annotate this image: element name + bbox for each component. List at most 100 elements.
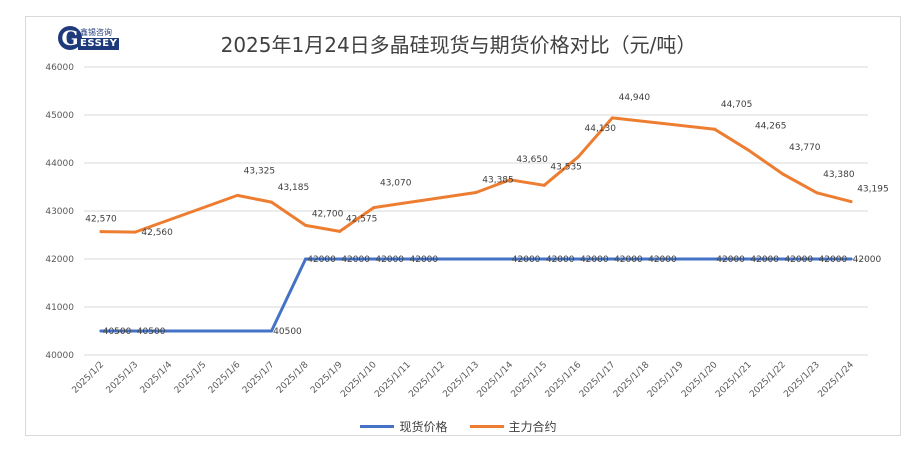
x-tick-label: 2025/1/15 [510,360,550,400]
data-label-futures: 44,130 [585,124,617,134]
data-point-futures [610,116,614,120]
data-point-spot [338,257,342,261]
x-tick-label: 2025/1/7 [241,360,277,396]
data-label-futures: 42,575 [346,214,378,224]
data-point-spot [406,257,410,261]
x-tick-label: 2025/1/3 [105,360,141,396]
logo-english-name: ESSEY [78,38,120,50]
y-tick-label: 40000 [45,351,74,361]
data-point-futures [133,230,137,234]
company-logo: G 鑫锡咨询 ESSEY [58,26,120,52]
y-tick-label: 44000 [45,159,74,169]
data-label-futures: 44,265 [755,121,787,131]
y-tick-label: 45000 [45,111,74,121]
data-label-futures: 43,195 [857,185,889,195]
data-point-spot [542,257,546,261]
x-tick-label: 2025/1/5 [173,360,209,396]
chart-frame [25,16,901,436]
data-point-spot [713,257,717,261]
logo-letter: G [58,26,82,50]
data-point-spot [781,257,785,261]
data-point-spot [849,257,853,261]
data-label-futures: 43,185 [278,183,310,193]
data-label-spot: 42000 [375,255,404,265]
y-tick-label: 42000 [45,255,74,265]
legend-swatch-spot [360,425,395,428]
data-point-futures [304,223,308,227]
data-point-futures [542,183,546,187]
data-label-spot: 42000 [716,255,745,265]
data-point-futures [781,172,785,176]
x-tick-label: 2025/1/17 [578,360,618,400]
data-label-spot: 42000 [580,255,609,265]
data-label-futures: 43,385 [482,176,514,186]
data-point-spot [99,329,103,333]
data-point-futures [269,200,273,204]
x-tick-label: 2025/1/24 [816,360,856,400]
x-tick-label: 2025/1/21 [714,360,754,400]
data-point-futures [815,191,819,195]
data-label-futures: 44,940 [619,93,651,103]
data-label-futures: 43,070 [380,179,412,189]
data-point-futures [372,206,376,210]
data-label-spot: 42000 [307,255,336,265]
x-tick-label: 2025/1/2 [71,360,107,396]
data-point-spot [815,257,819,261]
x-tick-label: 2025/1/9 [309,360,345,396]
data-label-futures: 43,650 [516,155,548,165]
legend: 现货价格 主力合约 [0,418,917,435]
legend-item-spot: 现货价格 [360,418,448,435]
data-label-spot: 40500 [137,327,166,337]
legend-label-spot: 现货价格 [399,420,448,434]
data-label-futures: 42,570 [85,215,117,225]
series-line-spot [99,257,853,333]
data-point-futures [508,178,512,182]
data-point-spot [610,257,614,261]
data-label-spot: 42000 [853,255,882,265]
data-point-futures [576,155,580,159]
data-point-futures [99,230,103,234]
x-tick-label: 2025/1/13 [441,360,481,400]
y-tick-label: 41000 [45,303,74,313]
legend-item-futures: 主力合约 [469,418,557,435]
data-point-futures [338,229,342,233]
x-tick-label: 2025/1/12 [407,360,447,400]
data-label-spot: 42000 [341,255,370,265]
y-tick-label: 43000 [45,207,74,217]
data-point-futures [474,191,478,195]
data-point-spot [372,257,376,261]
data-label-spot: 42000 [546,255,575,265]
y-tick-label: 46000 [45,63,74,73]
data-label-spot: 42000 [784,255,813,265]
data-point-spot [304,257,308,261]
logo-chinese-name: 鑫锡咨询 [80,28,112,37]
data-point-spot [644,257,648,261]
data-label-spot: 40500 [273,327,302,337]
chart-title: 2025年1月24日多晶硅现货与期货价格对比（元/吨） [220,33,697,57]
x-tick-label: 2025/1/22 [748,360,788,400]
data-point-spot [576,257,580,261]
series-line-futures [99,116,853,234]
data-label-futures: 43,380 [823,170,855,180]
data-label-spot: 42000 [750,255,779,265]
x-tick-label: 2025/1/6 [207,360,243,396]
data-label-futures: 42,700 [312,209,344,219]
data-point-futures [713,127,717,131]
data-label-spot: 40500 [103,327,132,337]
data-point-spot [269,329,273,333]
data-label-spot: 42000 [648,255,677,265]
data-point-spot [747,257,751,261]
data-point-futures [747,148,751,152]
x-tick-label: 2025/1/4 [139,360,175,396]
data-label-futures: 43,325 [244,166,276,176]
data-point-futures [849,200,853,204]
data-point-spot [133,329,137,333]
data-label-spot: 42000 [614,255,643,265]
data-label-spot: 42000 [512,255,541,265]
data-label-futures: 44,705 [721,100,753,110]
data-point-futures [235,193,239,197]
x-tick-label: 2025/1/8 [275,360,311,396]
x-tick-label: 2025/1/11 [373,360,413,400]
legend-label-futures: 主力合约 [508,420,557,434]
